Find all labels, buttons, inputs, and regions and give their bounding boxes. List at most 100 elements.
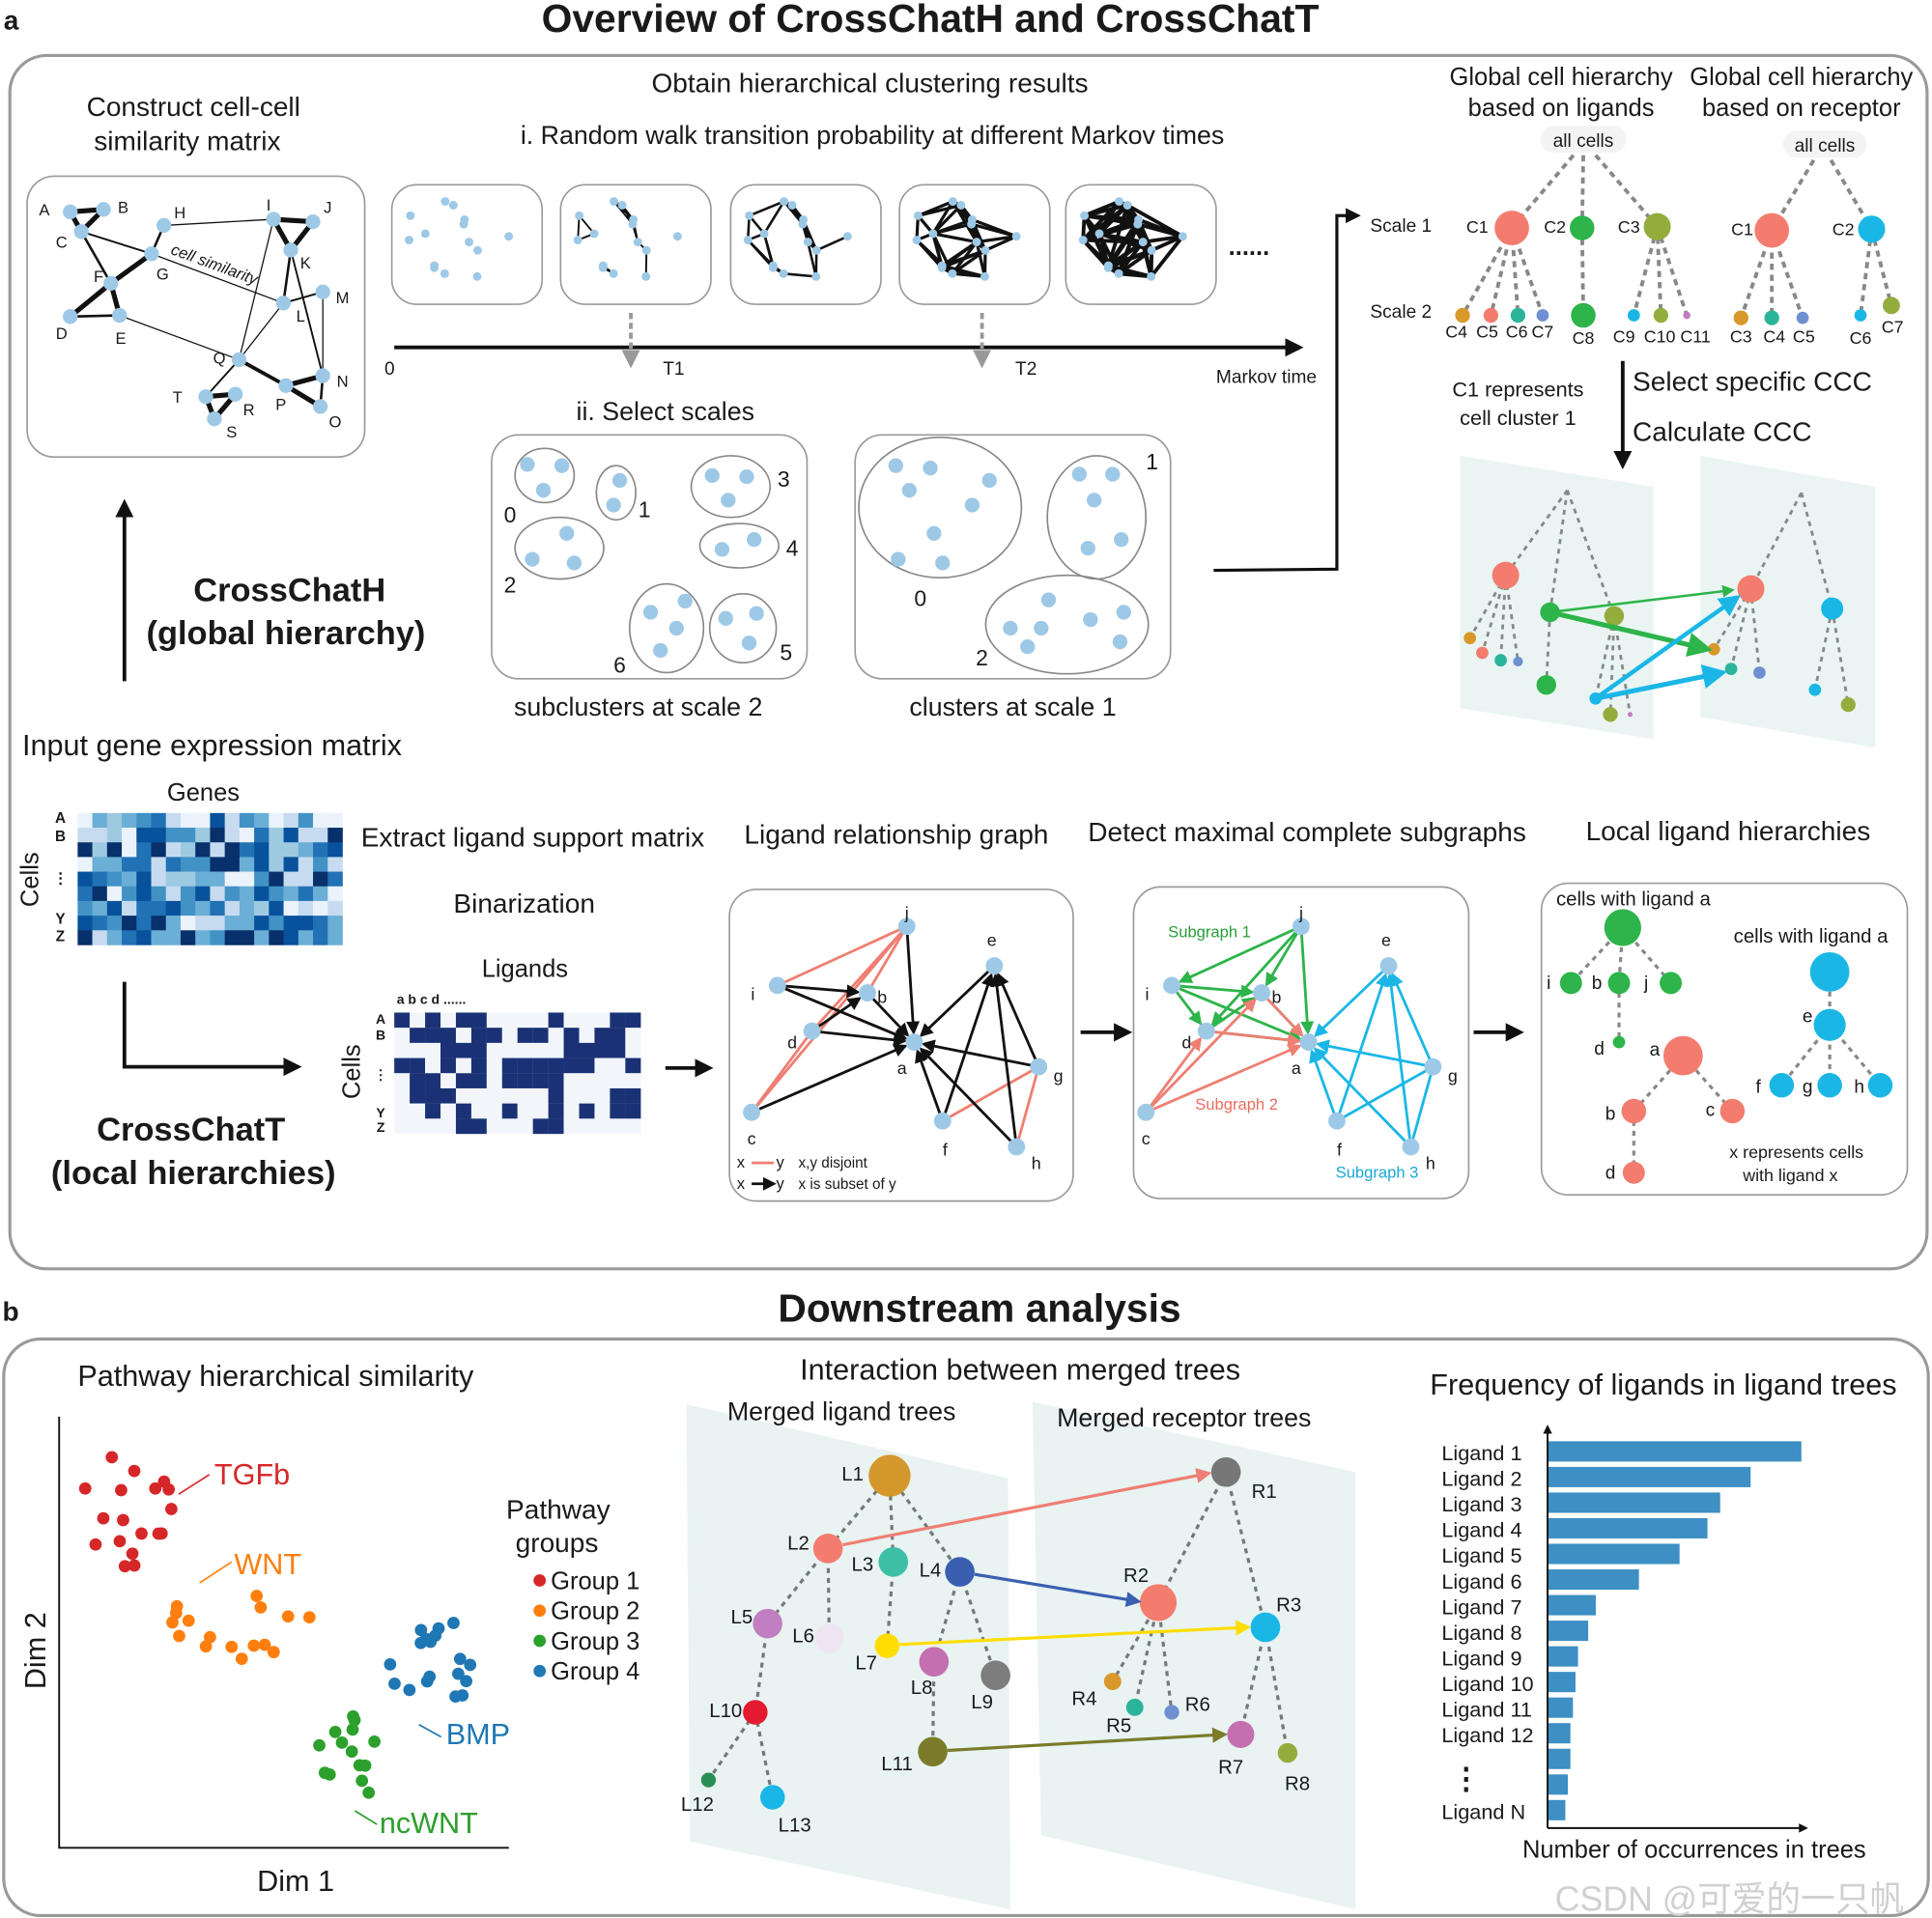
tree-edge [1566,490,1616,617]
pathway-legend-title: Pathway [506,1495,611,1525]
bar-ligand-2 [1548,1466,1751,1487]
cell-node [266,212,281,227]
interaction-title: Interaction between merged trees [800,1354,1240,1387]
ligand-cell-node [1719,1098,1746,1124]
ligand-cell-node [1660,972,1683,995]
expression-cell [269,828,284,843]
expression-cell [210,857,225,872]
binary-cell [610,1042,626,1058]
binary-cell [594,1058,611,1074]
pathway-cluster-label: BMP [446,1718,510,1751]
expression-cell [283,886,299,902]
cell-cluster-node [1455,307,1470,324]
expression-cell [136,828,152,843]
cell-node [721,493,736,508]
expression-cell [136,857,152,872]
binary-cell [594,1087,611,1104]
ligand-node [1197,1022,1215,1040]
graph-title: Ligand relationship graph [744,820,1048,850]
scatter-point [173,1629,185,1643]
cell-node [566,555,582,571]
cell-node [573,236,582,245]
ligand-cell-node [1817,1072,1842,1098]
ligand-node-label: h [1426,1153,1435,1172]
binary-cell [394,1028,411,1043]
scatter-point [247,1639,261,1652]
ligand-edge [915,1049,945,1122]
expression-cell [180,828,196,843]
crosschath-sublabel: (global hierarchy) [147,615,426,652]
expression-cell [77,916,93,931]
binary-cell [410,1012,426,1029]
cell-node [928,229,938,239]
binary-cell [410,1028,426,1043]
cell-cluster-node [1513,656,1523,667]
cell-node [901,483,917,498]
cell-node [1147,245,1156,255]
binary-cell [563,1012,580,1029]
binary-cell [548,1012,564,1029]
binary-cell [517,1087,533,1104]
ligand-ellipsis: ⋮ [1452,1763,1482,1795]
ligand-cell-node [1559,972,1582,995]
expression-cell [210,916,225,931]
expression-cell [313,900,328,917]
ligand-node-label: i [751,985,754,1004]
ligand-node-label: h [1032,1153,1041,1172]
binary-cell [532,1087,549,1104]
binary-cell [548,1042,564,1058]
expression-cell [92,857,108,872]
ligand-node-label: j [904,904,909,923]
receptor-hierarchy-title-line2: based on receptor [1702,95,1901,122]
ligand-edge [777,984,861,999]
receptor-tree-node [1210,1456,1241,1487]
cell-node [980,245,990,255]
cluster-label: C5 [1793,327,1815,347]
ligand-tree-node [700,1772,717,1788]
transition-edge [1106,218,1141,269]
scatter-point [128,1559,141,1572]
cell-cluster-node [1796,311,1809,324]
cell-node [112,307,128,324]
expression-cell [122,857,137,872]
ligand-edge [1315,1039,1434,1068]
ligand-edge [810,997,862,1032]
cluster-label: C10 [1644,327,1676,347]
similarity-edge [119,314,240,361]
expression-cell [151,828,167,843]
binary-cell [517,1042,533,1058]
binary-cell [470,1058,487,1074]
group-legend-dot [533,1664,547,1678]
ligand-edge [1171,984,1255,999]
cell-cluster-node [1854,309,1867,322]
binary-cell [579,1073,595,1089]
scatter-point [182,1614,195,1627]
transition-edge [1150,235,1184,278]
transition-edge [807,241,817,277]
expression-cell [165,812,182,829]
local-node-label: b [1592,973,1603,994]
tree-edge [958,1571,998,1677]
ligand-node-label: f [1337,1140,1342,1159]
expression-cell [195,916,211,931]
similarity-edge [80,230,153,255]
scatter-point [250,1590,264,1602]
binary-cell [548,1118,564,1135]
scatter-point [419,1632,433,1646]
ligand-tree-node [868,1454,911,1497]
binary-cell [579,1028,595,1043]
bar-category-label: Ligand 2 [1441,1467,1521,1491]
scatter-point [78,1481,92,1495]
cluster-label: C8 [1573,328,1595,348]
expression-cell [136,842,152,858]
binary-cell [410,1087,426,1104]
binary-cell [548,1103,564,1119]
transition-edge [815,235,848,252]
expression-cell [180,857,196,872]
ligand-cell-node [1607,972,1631,995]
panel-b-frame [2,1337,1930,1918]
cell-node [799,214,809,224]
scale-1-label: Scale 1 [1370,216,1432,237]
binary-cell [532,1073,549,1089]
transition-edge [1082,214,1110,269]
